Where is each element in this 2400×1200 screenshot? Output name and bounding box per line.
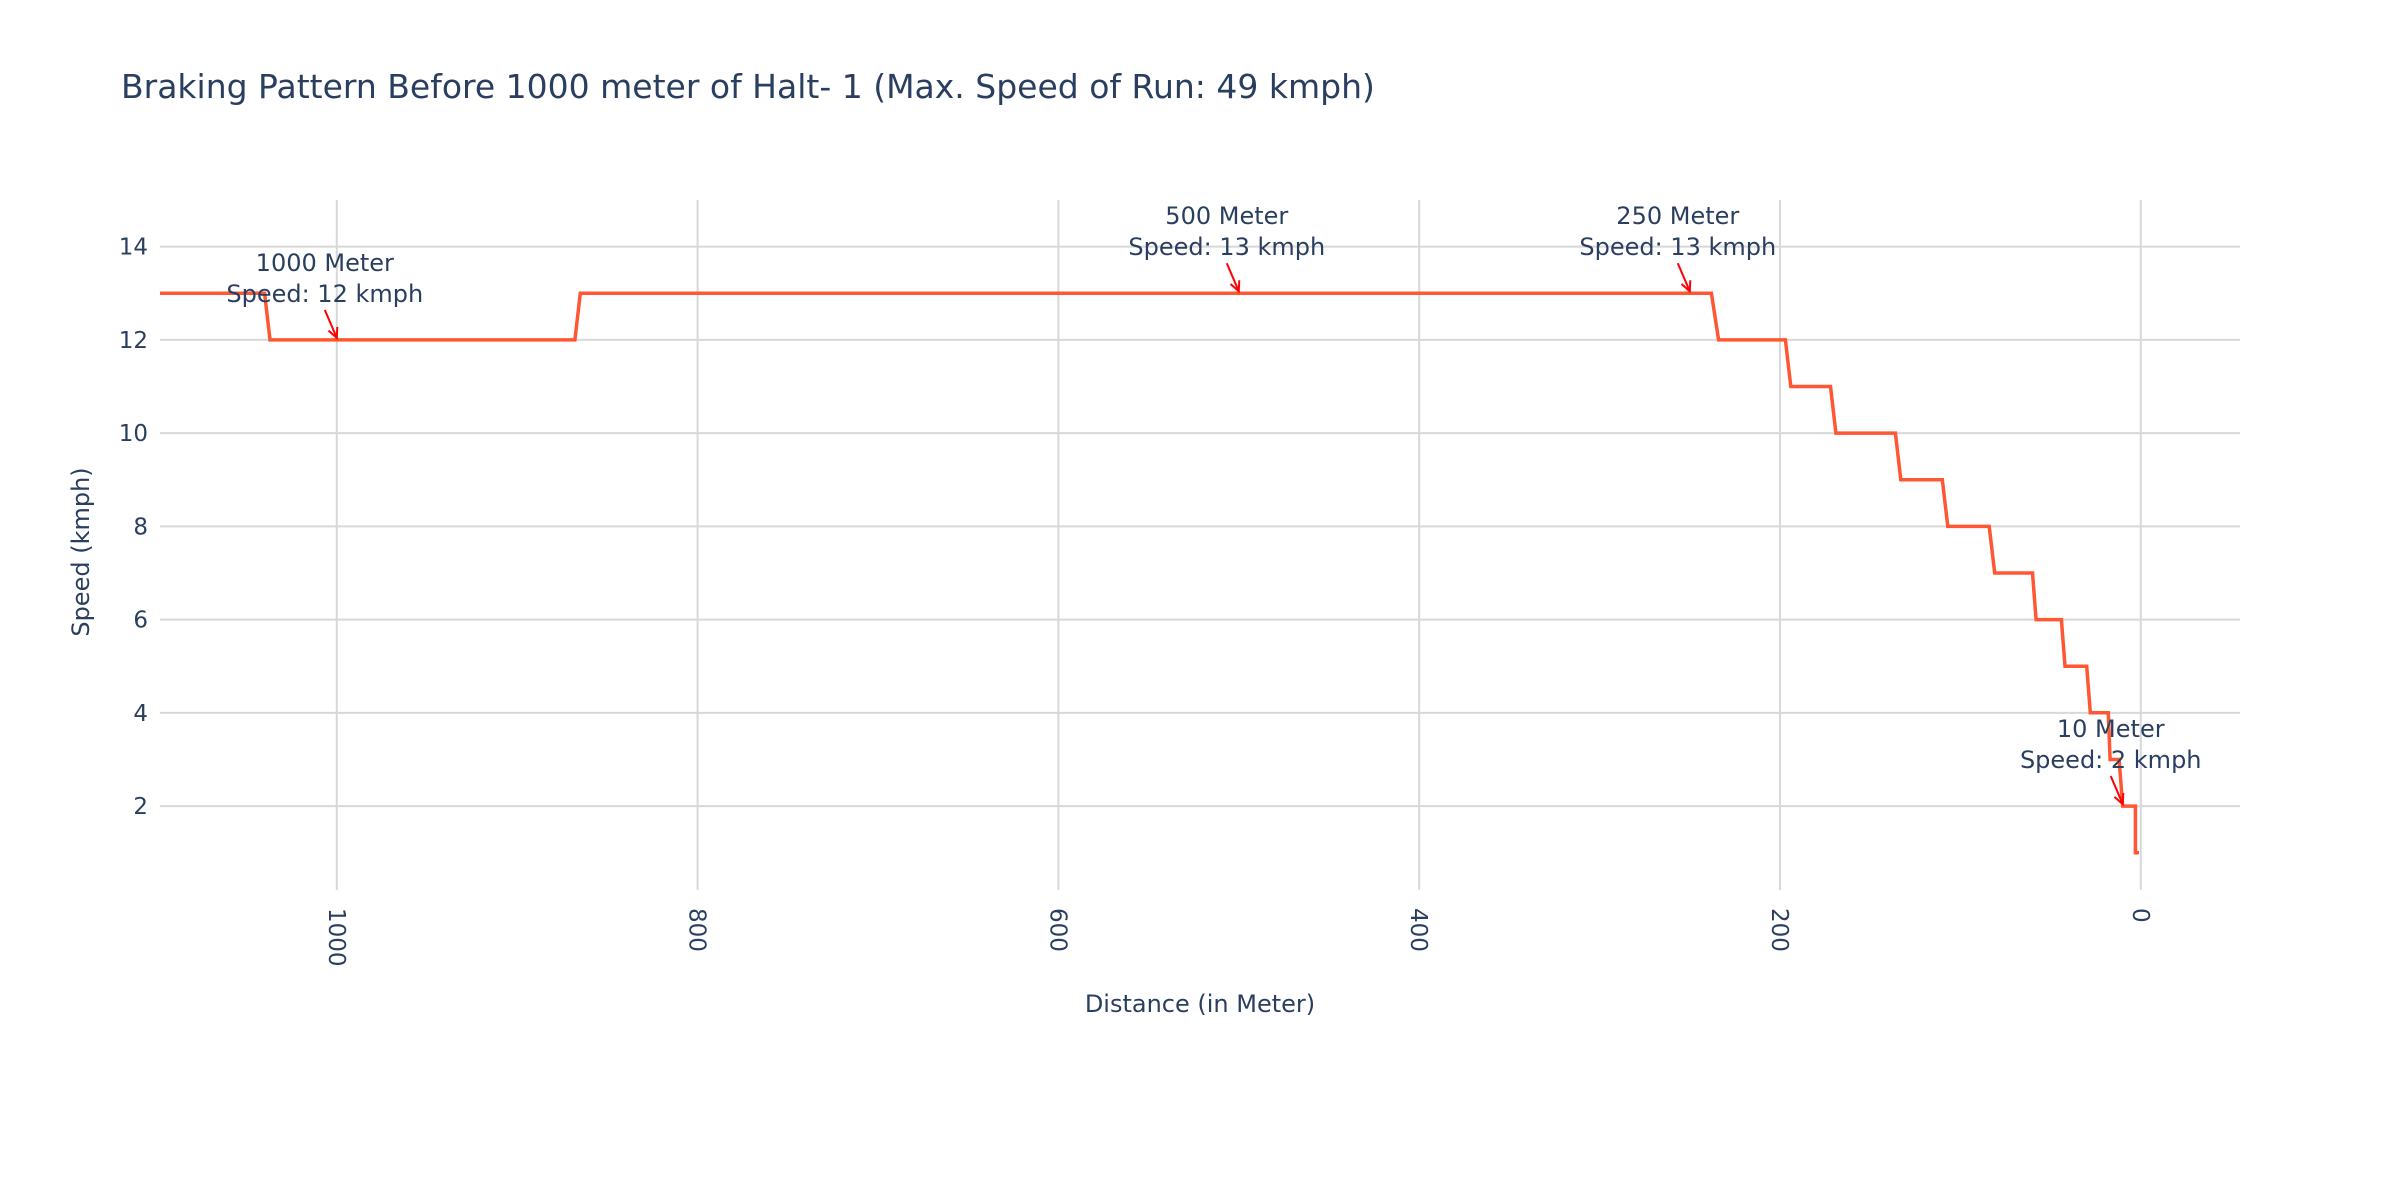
y-tick-label: 12 <box>119 328 148 354</box>
x-axis-title: Distance (in Meter) <box>1085 990 1315 1018</box>
series-line-0 <box>160 291 2139 855</box>
chart-title: Braking Pattern Before 1000 meter of Hal… <box>121 67 1375 106</box>
annotation: 250 Meter Speed: 13 kmph <box>1579 202 1776 294</box>
annotation: 500 Meter Speed: 13 kmph <box>1128 202 1325 294</box>
annotation-arrowhead <box>1229 280 1241 294</box>
annotation-arrow <box>2109 775 2124 805</box>
annotation-distance-label: 1000 Meter <box>256 249 394 277</box>
x-tick-label: 800 <box>684 908 710 952</box>
series-layer <box>160 291 2139 855</box>
annotation-arrow <box>1225 262 1240 292</box>
x-tick-label: 0 <box>2127 908 2153 923</box>
annotation-speed-label: Speed: 12 kmph <box>226 280 423 308</box>
y-tick-label: 8 <box>133 514 148 540</box>
annotation-arrow <box>1676 262 1691 292</box>
annotation: 10 Meter Speed: 2 kmph <box>2020 715 2202 807</box>
x-tick-label: 200 <box>1766 908 1792 952</box>
annotation-arrow <box>323 309 338 339</box>
annotation: 1000 Meter Speed: 12 kmph <box>226 249 423 340</box>
y-tick-label: 6 <box>133 608 148 634</box>
annotation-distance-label: 250 Meter <box>1616 202 1739 230</box>
annotation-arrowhead <box>2113 793 2125 807</box>
grid-layer <box>160 200 2240 890</box>
x-tick-label: 1000 <box>323 908 349 967</box>
y-tick-label: 4 <box>133 701 148 727</box>
y-axis-title: Speed (kmph) <box>67 467 95 636</box>
x-tick-label: 600 <box>1044 908 1070 952</box>
annotation-distance-label: 500 Meter <box>1165 202 1288 230</box>
annotation-speed-label: Speed: 13 kmph <box>1579 233 1776 261</box>
y-tick-label: 2 <box>133 794 148 820</box>
tick-label-layer: 2 4 6 8 10 12 14 1000 800 600 400 200 0 <box>119 235 2153 967</box>
annotation-speed-label: Speed: 2 kmph <box>2020 746 2202 774</box>
y-tick-label: 10 <box>119 421 148 447</box>
y-tick-label: 14 <box>119 235 148 261</box>
annotation-arrowhead <box>1680 280 1692 294</box>
annotation-arrowhead <box>327 326 339 340</box>
annotation-layer: 1000 Meter Speed: 12 kmph 500 Meter Speed: … <box>226 202 2202 807</box>
x-tick-label: 400 <box>1405 908 1431 952</box>
annotation-speed-label: Speed: 13 kmph <box>1128 233 1325 261</box>
annotation-distance-label: 10 Meter <box>2057 715 2165 743</box>
